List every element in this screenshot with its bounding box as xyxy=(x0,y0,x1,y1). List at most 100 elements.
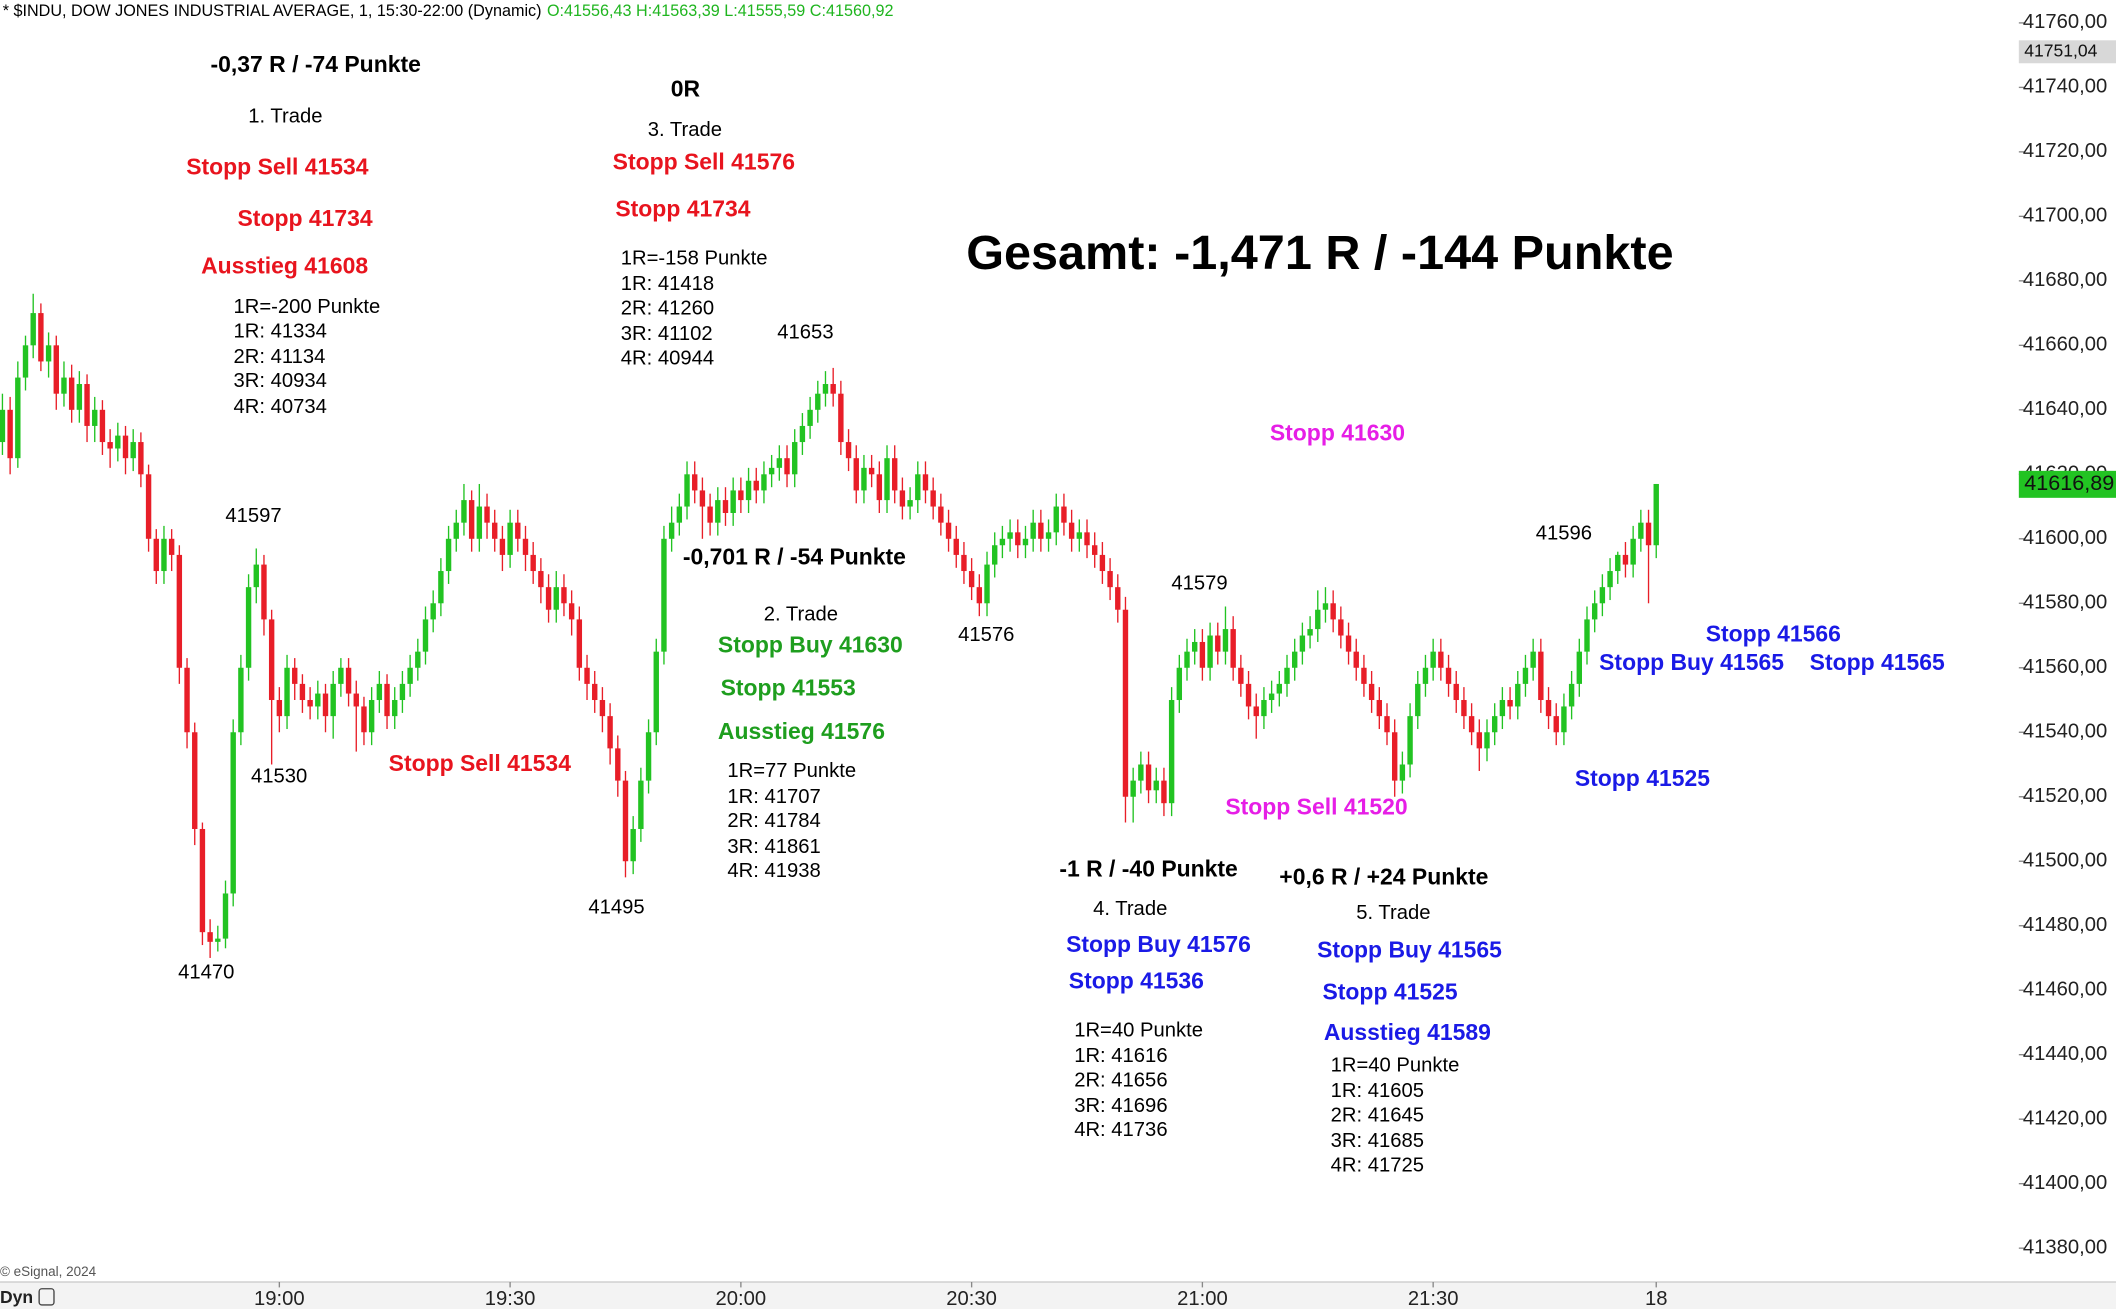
annotation: 41579 xyxy=(1171,573,1227,595)
mode-label: Dyn xyxy=(0,1287,33,1307)
annotation: Ausstieg 41576 xyxy=(718,718,885,744)
annotation: Stopp Buy 41630 xyxy=(718,631,903,657)
annotation: 1R=77 Punkte xyxy=(727,760,856,782)
annotation: 2R: 41656 xyxy=(1074,1069,1167,1091)
candle-body xyxy=(692,474,698,491)
candle-body xyxy=(1253,706,1259,717)
candle-body xyxy=(261,564,267,620)
candle-body xyxy=(1099,554,1106,572)
candle-body xyxy=(299,683,306,701)
candle-body xyxy=(1092,545,1098,555)
candle-body xyxy=(1045,532,1052,539)
candle-body xyxy=(615,748,621,781)
candle-body xyxy=(1330,603,1336,620)
annotation: 2R: 41260 xyxy=(621,297,714,319)
x-tick-label: 20:00 xyxy=(716,1288,767,1309)
candle-body xyxy=(192,732,198,829)
candle-body xyxy=(1084,532,1090,546)
candle-body xyxy=(1545,700,1552,717)
annotation: 1R: 41418 xyxy=(621,273,714,295)
candle-body xyxy=(153,538,159,572)
annotation: Stopp Sell 41534 xyxy=(186,154,369,180)
candle-body xyxy=(1292,651,1298,668)
annotation: 2R: 41134 xyxy=(233,346,325,368)
candle-body xyxy=(1299,635,1306,652)
candle-body xyxy=(1184,651,1190,668)
candle-body xyxy=(122,435,129,459)
candle-body xyxy=(984,564,990,604)
x-tick-label: 21:30 xyxy=(1408,1288,1459,1309)
candle-body xyxy=(1430,651,1436,668)
candle-body xyxy=(161,538,167,572)
candle-body xyxy=(492,522,498,539)
candle-body xyxy=(622,780,629,862)
candle-body xyxy=(38,313,44,362)
candle-body xyxy=(184,667,190,733)
annotation: 41597 xyxy=(225,505,281,527)
candle-body xyxy=(930,490,936,507)
candle-body xyxy=(7,409,13,459)
candle-body xyxy=(215,938,221,942)
candle-body xyxy=(453,522,459,539)
x-tick-label: 18 xyxy=(1645,1288,1668,1309)
candle-body xyxy=(415,651,421,668)
candle-body xyxy=(1322,603,1329,610)
candle-body xyxy=(1076,532,1083,539)
candle-body xyxy=(715,500,721,523)
candle-body xyxy=(1553,716,1559,733)
annotation: 41653 xyxy=(777,322,833,344)
candle-body xyxy=(307,700,313,707)
y-tick-label: 41480,00 xyxy=(2023,914,2107,936)
candle-body xyxy=(945,522,952,539)
annotation: 0R xyxy=(671,75,701,101)
candle-body xyxy=(230,732,236,894)
candle-body xyxy=(268,619,275,701)
candle-body xyxy=(476,506,483,539)
lock-icon[interactable] xyxy=(38,1288,55,1306)
candle-body xyxy=(322,693,329,717)
candle-body xyxy=(284,667,290,717)
annotation: Stopp Buy 41576 xyxy=(1066,931,1251,957)
candle-body xyxy=(107,442,113,449)
candle-body xyxy=(0,409,6,443)
annotation: Stopp 41734 xyxy=(238,205,373,231)
candle-body xyxy=(1530,651,1536,668)
candle-body xyxy=(461,500,467,523)
candle-body xyxy=(1015,532,1021,546)
annotation: Stopp 41525 xyxy=(1575,765,1710,791)
annotation: 1R: 41616 xyxy=(1074,1045,1167,1067)
candle-body xyxy=(115,435,121,449)
candle-body xyxy=(1645,522,1652,546)
candle-body xyxy=(838,393,844,443)
candle-body xyxy=(384,683,390,717)
candle-body xyxy=(553,587,559,610)
candle-body xyxy=(245,587,252,668)
annotation: 2R: 41784 xyxy=(727,810,820,832)
annotation: 41576 xyxy=(958,624,1014,646)
candle-body xyxy=(768,467,775,475)
annotation: 4R: 41938 xyxy=(727,860,820,882)
candle-body xyxy=(1245,683,1252,707)
candle-body xyxy=(822,384,829,394)
candle-body xyxy=(1176,667,1183,701)
candle-body xyxy=(1192,641,1198,652)
candle-body xyxy=(722,500,729,513)
annotation: 41495 xyxy=(588,897,644,919)
candle-body xyxy=(99,409,106,443)
candle-body xyxy=(753,480,759,491)
candle-body xyxy=(1407,716,1413,765)
candle-body xyxy=(1122,609,1129,797)
candle-body xyxy=(1338,619,1344,636)
candle-body xyxy=(1615,554,1621,572)
annotation: 3. Trade xyxy=(648,119,722,141)
candle-body xyxy=(238,667,244,733)
candle-body xyxy=(30,313,36,346)
candle-body xyxy=(484,506,490,523)
y-tick-label: 41740,00 xyxy=(2023,76,2107,98)
candle-body xyxy=(1115,587,1121,610)
candle-body xyxy=(1345,635,1352,652)
y-tick-label: 41380,00 xyxy=(2023,1236,2107,1258)
candle-body xyxy=(92,409,98,426)
candle-body xyxy=(1207,635,1213,668)
